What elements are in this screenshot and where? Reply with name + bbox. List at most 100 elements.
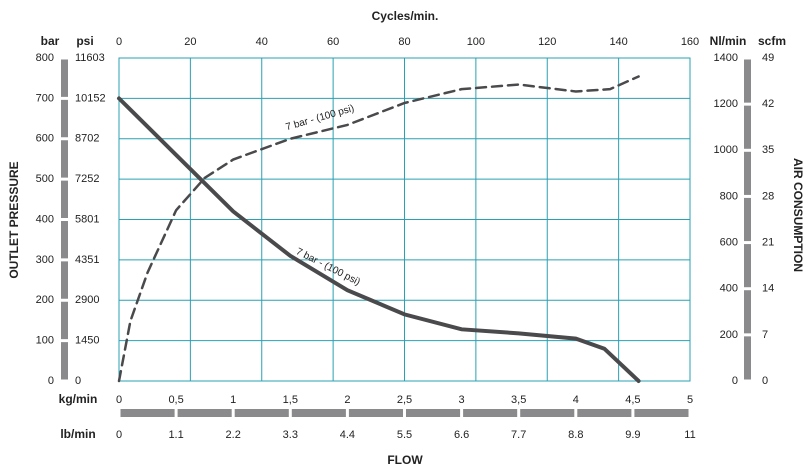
top-tick-label: 40 <box>256 36 268 48</box>
x-tick-label: 2,5 <box>397 394 412 406</box>
left-label: OUTLET PRESSURE <box>7 161 21 278</box>
y-tick-label: 100 <box>36 335 54 347</box>
scale-band <box>61 180 68 218</box>
x-tick-label: 0,5 <box>168 394 183 406</box>
top-axis-title: Cycles/min. <box>372 9 439 23</box>
top-tick-label: 60 <box>327 36 339 48</box>
x-tick-label: 5 <box>687 394 693 406</box>
scale-band <box>744 290 751 334</box>
scale-band <box>61 59 68 97</box>
y2-tick-label: 1200 <box>714 98 738 110</box>
scfm-tick-label: 49 <box>762 52 774 64</box>
top-tick-label: 100 <box>467 36 485 48</box>
y-tick-label: 400 <box>36 213 54 225</box>
scale-band <box>234 409 289 417</box>
x-tick-label: 4,5 <box>625 394 640 406</box>
lb-tick-label: 0 <box>116 429 122 441</box>
x-axis-title: kg/min <box>59 392 98 406</box>
scfm-tick-label: 7 <box>762 329 768 341</box>
lb-tick-label: 9.9 <box>625 429 640 441</box>
scale-band <box>744 336 751 380</box>
y2-tick-label: 1400 <box>714 52 738 64</box>
x-tick-label: 1 <box>230 394 236 406</box>
lb-tick-label: 11 <box>684 429 695 441</box>
scale-band <box>61 99 68 138</box>
y2-tick-label: 600 <box>720 236 738 248</box>
lb-tick-label: 8.8 <box>568 429 583 441</box>
scale-band <box>520 409 575 417</box>
psi-tick-label: 11603 <box>75 52 105 64</box>
y-tick-label: 200 <box>36 294 54 306</box>
y2-tick-label: 0 <box>732 375 738 387</box>
scale-band <box>744 59 751 103</box>
lb-tick-label: 4.4 <box>340 429 355 441</box>
series-label: 7 bar - (100 psi) <box>294 246 362 288</box>
scale-band <box>577 409 632 417</box>
y2-tick-label: 1000 <box>714 144 738 156</box>
top-tick-label: 20 <box>184 36 196 48</box>
flow-label: FLOW <box>387 453 423 467</box>
right-label: AIR CONSUMPTION <box>791 158 805 272</box>
top-tick-label: 0 <box>116 36 122 48</box>
top-tick-label: 80 <box>398 36 410 48</box>
y-tick-label: 0 <box>48 375 54 387</box>
x-tick-label: 0 <box>116 394 122 406</box>
x-tick-label: 2 <box>344 394 350 406</box>
y2-tick-label: 200 <box>720 329 738 341</box>
y2-tick-label: 800 <box>720 190 738 202</box>
scale-band <box>634 409 689 417</box>
x-tick-label: 1,5 <box>283 394 298 406</box>
scale-band <box>120 409 175 417</box>
scale-band <box>744 151 751 195</box>
psi-tick-label: 10152 <box>75 92 106 104</box>
series-line <box>117 75 640 383</box>
scfm-tick-label: 28 <box>762 190 774 202</box>
lb-tick-label: 5.5 <box>397 429 412 441</box>
psi-tick-label: 0 <box>75 375 81 387</box>
psi-tick-label: 2900 <box>75 294 99 306</box>
scfm-tick-label: 14 <box>762 283 774 295</box>
scale-band <box>744 244 751 288</box>
series-label: 7 bar - (100 psi) <box>285 103 356 133</box>
scale-band <box>177 409 232 417</box>
scfm-axis-title: scfm <box>758 34 786 48</box>
x-tick-label: 4 <box>573 394 579 406</box>
psi-tick-label: 4351 <box>75 254 99 266</box>
scfm-tick-label: 0 <box>762 375 768 387</box>
lb-tick-label: 7.7 <box>511 429 526 441</box>
scale-band <box>61 301 68 340</box>
scale-band <box>463 409 518 417</box>
scale-band <box>61 221 68 259</box>
lb-tick-label: 1.1 <box>168 429 183 441</box>
psi-axis-title: psi <box>76 34 93 48</box>
psi-tick-label: 7252 <box>75 173 99 185</box>
lb-tick-label: 6.6 <box>454 429 469 441</box>
y-tick-label: 600 <box>36 133 54 145</box>
y2-tick-label: 400 <box>720 283 738 295</box>
scale-band <box>61 261 68 299</box>
x-tick-label: 3,5 <box>511 394 526 406</box>
psi-tick-label: 8702 <box>75 133 99 145</box>
scfm-tick-label: 21 <box>762 236 774 248</box>
top-tick-label: 120 <box>538 36 556 48</box>
scfm-tick-label: 35 <box>762 144 774 156</box>
x-tick-label: 3 <box>459 394 465 406</box>
scale-band <box>61 342 68 380</box>
lb-axis-title: lb/min <box>60 427 95 441</box>
scfm-tick-label: 42 <box>762 98 774 110</box>
psi-tick-label: 1450 <box>75 335 99 347</box>
scale-band <box>406 409 461 417</box>
scale-band <box>744 105 751 149</box>
y2-axis-title: Nl/min <box>710 34 747 48</box>
scale-band <box>744 197 751 242</box>
psi-tick-label: 5801 <box>75 213 99 225</box>
y-axis-title: bar <box>41 34 60 48</box>
top-tick-label: 160 <box>681 36 699 48</box>
lb-tick-label: 3.3 <box>283 429 298 441</box>
lb-tick-label: 2.2 <box>226 429 241 441</box>
series-line <box>117 96 641 383</box>
y-tick-label: 500 <box>36 173 54 185</box>
scale-band <box>291 409 346 417</box>
top-tick-label: 140 <box>609 36 627 48</box>
